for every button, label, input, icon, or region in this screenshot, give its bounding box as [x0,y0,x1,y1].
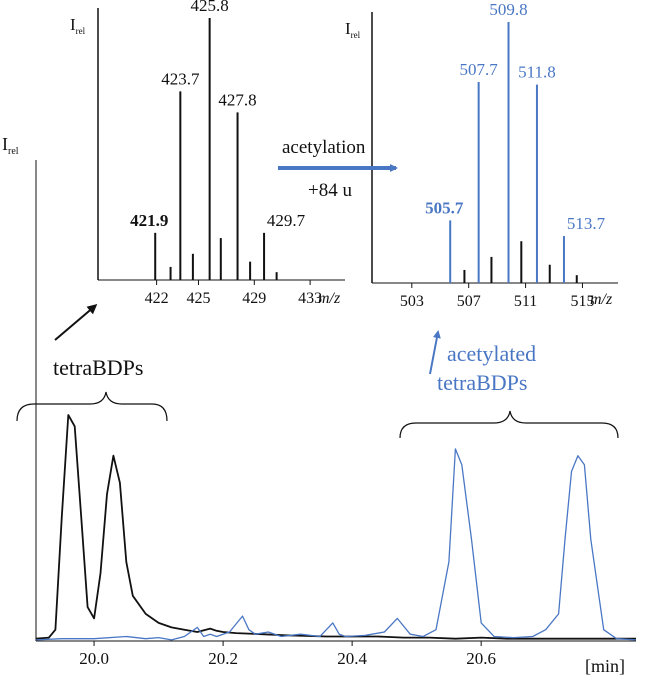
annotation-tetrabdps: tetraBDPs [53,355,143,380]
mass-spectrum-left: Irel 422 425 429 433 421.9423.7425.8427.842… [70,0,345,307]
msL-peak-label: 425.8 [191,0,229,15]
ms-left-x-unit: m/z [318,290,341,307]
msL-tick-label: 422 [145,290,169,307]
mass-spectrum-right: Irel 503 507 511 515 505.7 507.7 509.8 511.8 51… [345,0,618,310]
msR-peak-label: 513.7 [567,214,606,233]
msL-tick-label: 433 [298,290,322,307]
chrom-series-blue [35,448,637,641]
ms-right-ylabel: Irel [345,19,361,40]
pointer-arrow-black [54,304,98,341]
msL-peak-label: 423.7 [161,69,200,88]
msL-peak-label: 421.9 [130,211,168,230]
ms-right-labels: 505.7 507.7 509.8 511.8 513.7 [425,0,606,233]
pointer-arrow-blue [429,330,441,375]
msR-peak-label: 507.7 [460,60,499,79]
msR-tick-label: 507 [457,293,481,310]
msR-peak-label: 505.7 [425,198,464,217]
chrom-tick-label: 20.4 [337,649,367,668]
chrom-ticks: 20.0 20.2 20.4 20.6 [79,641,496,668]
tetrabdps-bracket [16,391,168,422]
mass-shift-label: +84 u [308,180,352,201]
msR-tick-label: 515 [570,293,594,310]
msL-tick-label: 425 [186,290,210,307]
acetylated-bracket [399,410,619,439]
annotation-acetylated: acetylated [447,341,536,366]
ms-right-x-unit: m/z [590,291,613,308]
chrom-ylabel: Irel [2,134,19,157]
acetylation-arrow-group: acetylation +84 u [278,137,398,201]
msL-tick-label: 429 [242,290,266,307]
ms-left-ylabel: Irel [70,15,86,36]
chrom-tick-label: 20.2 [208,649,238,668]
ms-right-ticks: 503 507 511 515 [400,283,594,310]
msR-peak-label: 509.8 [489,0,527,19]
chrom-lines [35,414,637,641]
msR-tick-label: 511 [514,293,537,310]
chrom-x-unit: [min] [585,656,625,676]
acetylation-label: acetylation [282,137,366,158]
msR-tick-label: 503 [400,293,424,310]
ms-right-bars [449,22,578,283]
chromatogram: Irel 20.0 20.2 20.4 20.6 [min] tetraBDPs ac… [2,134,637,676]
chrom-tick-label: 20.6 [466,649,496,668]
msR-peak-label: 511.8 [518,63,556,82]
msL-peak-label: 429.7 [267,211,306,230]
chrom-series-black [35,414,636,640]
chrom-tick-label: 20.0 [79,649,109,668]
ms-left-bars [154,18,278,280]
msL-peak-label: 427.8 [218,90,256,109]
ms-left-ticks: 422 425 429 433 [145,280,322,307]
annotation-acetylated-tetrabdps: tetraBDPs [437,370,527,395]
ms-left-labels: 421.9 423.7 425.8 427.8 429.7 [130,0,306,230]
